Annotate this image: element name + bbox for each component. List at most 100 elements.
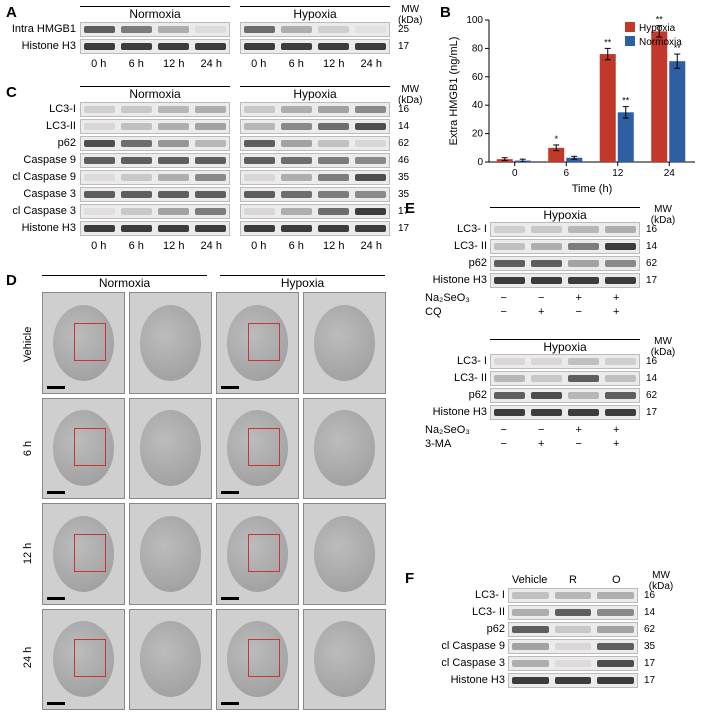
em-cell-r1-c2 bbox=[216, 398, 299, 500]
panel-e2-row-3: Histone H3 bbox=[425, 406, 487, 418]
em-cell-r2-c1 bbox=[129, 503, 212, 605]
panel-a-mw-0: 25 bbox=[398, 24, 428, 35]
panel-e-cond-1: Hypoxia bbox=[490, 207, 640, 222]
panel-e1-treat-1: CQ−+−+ bbox=[425, 306, 635, 318]
panel-e2-mw-2: 62 bbox=[646, 390, 676, 401]
panel-c-blot-norm-4 bbox=[80, 170, 230, 185]
panel-f-mw-1: 14 bbox=[644, 607, 674, 618]
panel-c-row-6: cl Caspase 3 bbox=[4, 205, 76, 217]
panel-c-mw-7: 17 bbox=[398, 223, 428, 234]
panel-a-blot-norm-1 bbox=[80, 39, 230, 54]
panel-e1-row-0: LC3- I bbox=[425, 223, 487, 235]
panel-f-row-5: Histone H3 bbox=[425, 674, 505, 686]
panel-c-row-0: LC3-I bbox=[4, 103, 76, 115]
em-cell-r0-c2 bbox=[216, 292, 299, 394]
svg-text:**: ** bbox=[622, 96, 630, 106]
panel-c-mw-3: 46 bbox=[398, 155, 428, 166]
panel-f-label: F bbox=[405, 570, 414, 587]
panel-f-row-3: cl Caspase 9 bbox=[425, 640, 505, 652]
panel-f-mw-4: 17 bbox=[644, 658, 674, 669]
panel-c-tp-h-0: 0 h bbox=[240, 240, 278, 252]
panel-a-tp-h-0: 0 h bbox=[240, 58, 278, 70]
svg-text:40: 40 bbox=[472, 100, 484, 111]
svg-text:60: 60 bbox=[472, 72, 484, 83]
panel-c-tp-n-2: 12 h bbox=[155, 240, 193, 252]
em-cell-r0-c3 bbox=[303, 292, 386, 394]
chart-b: 020406080100Extra HMGB1 (ng/mL)06*12****… bbox=[445, 8, 705, 198]
panel-e1-blot-2 bbox=[490, 256, 640, 271]
panel-d-label: D bbox=[6, 272, 17, 289]
panel-e1-blot-3 bbox=[490, 273, 640, 288]
panel-a-tp-h-3: 24 h bbox=[353, 58, 391, 70]
em-cell-r3-c1 bbox=[129, 609, 212, 711]
panel-e1-mw-0: 16 bbox=[646, 224, 676, 235]
em-cell-r3-c0 bbox=[42, 609, 125, 711]
svg-text:**: ** bbox=[604, 37, 612, 47]
em-cell-r1-c3 bbox=[303, 398, 386, 500]
em-cell-r2-c3 bbox=[303, 503, 386, 605]
svg-text:6: 6 bbox=[563, 168, 569, 179]
panel-a-tp-n-1: 6 h bbox=[118, 58, 156, 70]
panel-c-mw-2: 62 bbox=[398, 138, 428, 149]
panel-a-mw-1: 17 bbox=[398, 41, 428, 52]
panel-c-mw-6: 17 bbox=[398, 206, 428, 217]
panel-c-tp-h-2: 12 h bbox=[315, 240, 353, 252]
panel-c-blot-hyp-3 bbox=[240, 153, 390, 168]
panel-c-tp-h-1: 6 h bbox=[278, 240, 316, 252]
panel-e2-row-1: LC3- II bbox=[425, 372, 487, 384]
panel-c-blot-norm-3 bbox=[80, 153, 230, 168]
panel-f-lane-0: Vehicle bbox=[508, 574, 551, 586]
panel-c-blot-norm-7 bbox=[80, 221, 230, 236]
panel-c-mw-0: 16 bbox=[398, 104, 428, 115]
panel-e-mwh-2: MW (kDa) bbox=[646, 336, 680, 358]
panel-e-mwh-1: MW (kDa) bbox=[646, 204, 680, 226]
panel-c-blot-norm-2 bbox=[80, 136, 230, 151]
panel-e2-blot-1 bbox=[490, 371, 640, 386]
svg-text:0: 0 bbox=[512, 168, 518, 179]
panel-a-blot-hyp-1 bbox=[240, 39, 390, 54]
panel-c-tp-n-1: 6 h bbox=[118, 240, 156, 252]
panel-c-blot-norm-0 bbox=[80, 102, 230, 117]
panel-f-blot-4 bbox=[508, 656, 638, 671]
panel-e2-mw-0: 16 bbox=[646, 356, 676, 367]
panel-e2-mw-1: 14 bbox=[646, 373, 676, 384]
panel-d-rowlabel-0: Vehicle bbox=[22, 308, 34, 381]
panel-c-row-7: Histone H3 bbox=[4, 222, 76, 234]
panel-f-blot-1 bbox=[508, 605, 638, 620]
panel-c-mw-header: MW (kDa) bbox=[398, 84, 422, 106]
panel-c-blot-hyp-5 bbox=[240, 187, 390, 202]
svg-text:0: 0 bbox=[477, 157, 483, 168]
panel-c-blot-hyp-7 bbox=[240, 221, 390, 236]
panel-a-tp-n-2: 12 h bbox=[155, 58, 193, 70]
panel-e2-blot-3 bbox=[490, 405, 640, 420]
panel-c-blot-hyp-1 bbox=[240, 119, 390, 134]
panel-a-label: A bbox=[6, 4, 17, 21]
panel-c-cond-normoxia: Normoxia bbox=[80, 86, 230, 101]
panel-f-blot-2 bbox=[508, 622, 638, 637]
panel-c-mw-1: 14 bbox=[398, 121, 428, 132]
panel-a-cond-normoxia: Normoxia bbox=[80, 6, 230, 21]
panel-c-tp-n-3: 24 h bbox=[193, 240, 231, 252]
em-cell-r2-c0 bbox=[42, 503, 125, 605]
panel-a-tp-n-3: 24 h bbox=[193, 58, 231, 70]
panel-f-blot-3 bbox=[508, 639, 638, 654]
em-cell-r2-c2 bbox=[216, 503, 299, 605]
panel-f-lane-1: R bbox=[551, 574, 594, 586]
panel-c-mw-4: 35 bbox=[398, 172, 428, 183]
svg-text:80: 80 bbox=[472, 43, 484, 54]
panel-e-cond-2: Hypoxia bbox=[490, 339, 640, 354]
panel-f-lane-2: O bbox=[595, 574, 638, 586]
svg-text:Time (h): Time (h) bbox=[572, 183, 613, 195]
panel-e1-blot-1 bbox=[490, 239, 640, 254]
panel-d-rowlabel-2: 12 h bbox=[22, 517, 34, 590]
panel-f-mw-2: 62 bbox=[644, 624, 674, 635]
panel-d-rowlabel-1: 6 h bbox=[22, 412, 34, 485]
panel-c-blot-hyp-0 bbox=[240, 102, 390, 117]
panel-f-blot-5 bbox=[508, 673, 638, 688]
panel-e1-treat-0: Na₂SeO₃−−++ bbox=[425, 292, 635, 304]
panel-e1-row-1: LC3- II bbox=[425, 240, 487, 252]
panel-c-mw-5: 35 bbox=[398, 189, 428, 200]
panel-c-row-4: cl Caspase 9 bbox=[4, 171, 76, 183]
panel-e2-blot-0 bbox=[490, 354, 640, 369]
svg-text:100: 100 bbox=[466, 15, 483, 26]
